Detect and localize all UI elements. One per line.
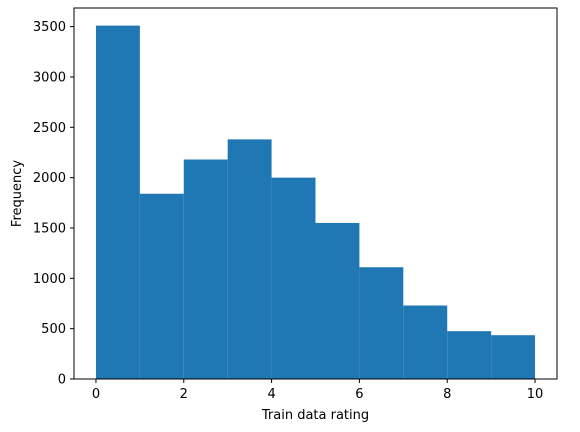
x-axis-label: Train data rating xyxy=(261,408,369,423)
y-tick-label-5: 2500 xyxy=(33,121,66,136)
y-tick-label-1: 500 xyxy=(41,322,66,337)
x-tick-label-2: 4 xyxy=(267,387,275,402)
x-tick-label-3: 6 xyxy=(355,387,363,402)
histogram-bar-8 xyxy=(447,331,492,379)
histogram-bar-6 xyxy=(359,267,404,379)
histogram-bar-9 xyxy=(491,335,536,379)
y-tick-label-7: 3500 xyxy=(33,20,66,35)
y-axis-label: Frequency xyxy=(10,160,25,227)
histogram-bar-7 xyxy=(403,305,448,379)
bars-group xyxy=(95,25,536,380)
y-axis-ticks: 0 500 1000 1500 2000 2500 3000 3500 xyxy=(33,20,74,388)
x-tick-label-4: 8 xyxy=(443,387,451,402)
y-tick-label-4: 2000 xyxy=(33,171,66,186)
x-tick-label-0: 0 xyxy=(92,387,100,402)
y-tick-label-6: 3000 xyxy=(33,70,66,85)
histogram-bar-1 xyxy=(139,193,184,379)
x-tick-label-5: 10 xyxy=(527,387,544,402)
y-tick-label-2: 1000 xyxy=(33,272,66,287)
axes-frame xyxy=(73,7,558,380)
x-tick-label-1: 2 xyxy=(180,387,188,402)
histogram-bar-4 xyxy=(271,177,316,379)
y-tick-label-0: 0 xyxy=(58,373,66,388)
x-axis-ticks: 0 2 4 6 8 10 xyxy=(92,379,544,402)
histogram-bar-2 xyxy=(183,159,228,379)
histogram-bar-3 xyxy=(227,139,272,379)
histogram-bar-5 xyxy=(315,222,360,379)
histogram-bar-0 xyxy=(95,25,140,380)
y-tick-label-3: 1500 xyxy=(33,221,66,236)
